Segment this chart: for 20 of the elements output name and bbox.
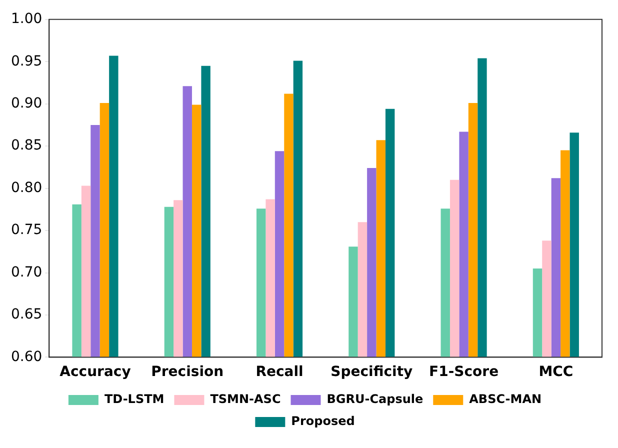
x-tick-label: F1-Score [429,364,499,380]
legend-label: ABSC-MAN [469,392,542,406]
legend-label: TD-LSTM [104,392,164,406]
x-tick-label: Recall [256,364,304,380]
y-tick-label: 0.85 [11,138,42,154]
x-tick-label: Accuracy [60,364,131,380]
x-tick-label: Specificity [330,364,413,380]
x-tick-label: MCC [538,364,574,380]
y-tick-label: 0.70 [11,264,42,280]
y-tick-label: 0.90 [11,95,42,112]
y-tick-label: 0.65 [11,306,42,323]
legend-label: Proposed [291,414,355,428]
y-tick-label: 1.00 [11,11,42,28]
x-tick-label: Precision [151,364,224,380]
legend-label: BGRU-Capsule [326,392,424,406]
legend-label: TSMN-ASC [210,392,281,406]
y-tick-label: 0.60 [11,348,42,365]
y-tick-label: 0.95 [11,53,42,70]
y-tick-label: 0.80 [11,180,42,196]
y-tick-label: 0.75 [11,222,42,238]
